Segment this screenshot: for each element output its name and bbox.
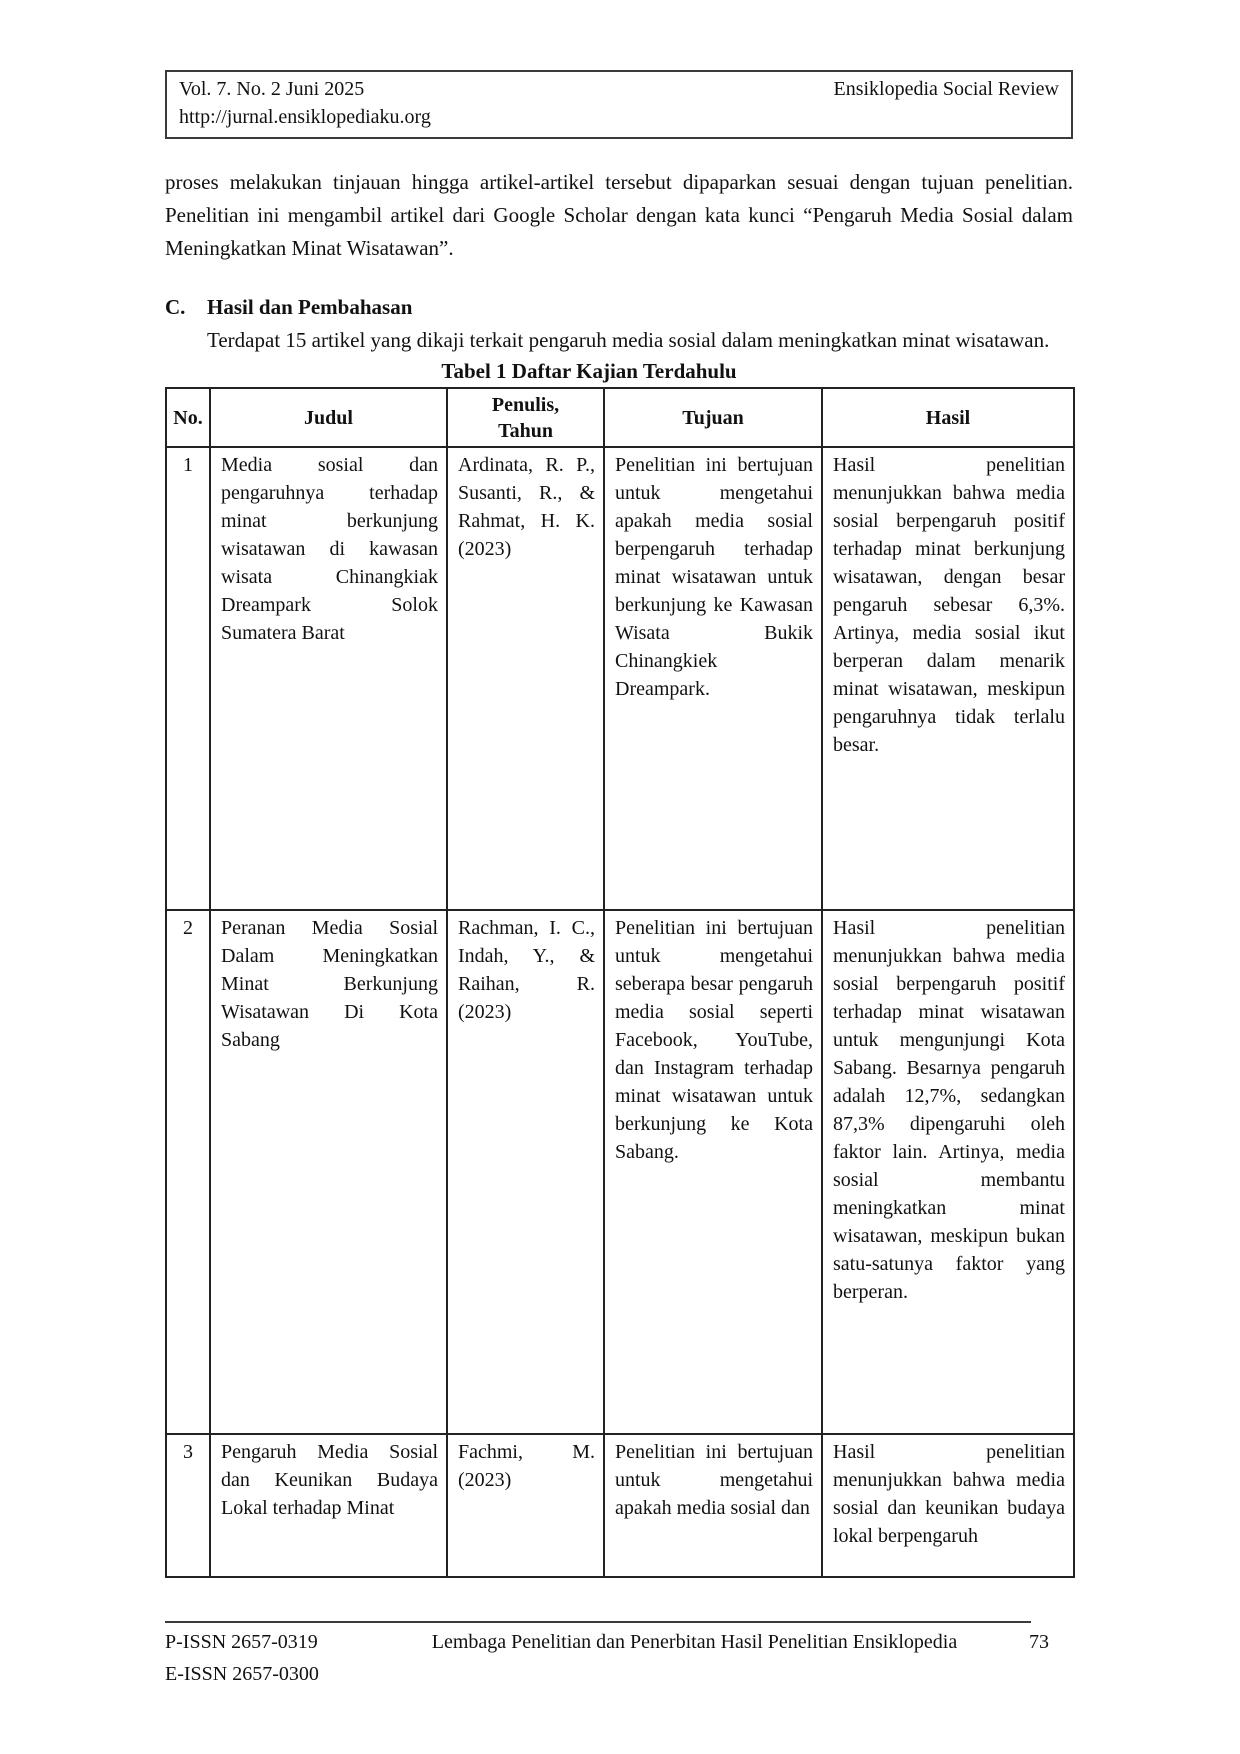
table-row: 1 Media sosial dan pengaruhnya terhadap … [165, 446, 1075, 911]
table-row: 3 Pengaruh Media Sosial dan Keunikan Bud… [165, 1433, 1075, 1578]
section-paragraph: Terdapat 15 artikel yang dikaji terkait … [207, 328, 1050, 352]
p-issn: P-ISSN 2657-0319 [165, 1631, 318, 1653]
journal-volume: Vol. 7. No. 2 Juni 2025 [179, 78, 365, 100]
column-header-judul: Judul [209, 387, 448, 448]
review-table: No. Judul Penulis, Tahun Tujuan Hasil 1 … [165, 387, 1075, 1578]
row-number-cell: 3 [165, 1433, 211, 1578]
page-footer: P-ISSN 2657-0319 Lembaga Penelitian dan … [165, 1621, 1073, 1690]
column-header-hasil: Hasil [821, 387, 1075, 448]
page-content: Vol. 7. No. 2 Juni 2025 Ensiklopedia Soc… [165, 70, 1075, 1578]
hasil-cell: Hasil penelitian menunjukkan bahwa media… [821, 1433, 1075, 1578]
table-header-row: No. Judul Penulis, Tahun Tujuan Hasil [165, 387, 1075, 448]
hasil-cell: Hasil penelitian menunjukkan bahwa media… [821, 909, 1075, 1435]
column-header-penulis-tahun: Penulis, Tahun [446, 387, 605, 448]
table-row: 2 Peranan Media Sosial Dalam Meningkatka… [165, 909, 1075, 1435]
penulis-cell: Rachman, I. C., Indah, Y., & Raihan, R. … [446, 909, 605, 1435]
column-header-tujuan: Tujuan [603, 387, 823, 448]
section-heading: C. Hasil dan Pembahasan [165, 291, 1073, 324]
judul-cell: Pengaruh Media Sosial dan Keunikan Buday… [209, 1433, 448, 1578]
penulis-cell: Fachmi, M. (2023) [446, 1433, 605, 1578]
journal-url: http://jurnal.ensiklopediaku.org [179, 106, 431, 128]
hasil-cell: Hasil penelitian menunjukkan bahwa media… [821, 446, 1075, 911]
judul-cell: Peranan Media Sosial Dalam Meningkatkan … [209, 909, 448, 1435]
footer-row-1: P-ISSN 2657-0319 Lembaga Penelitian dan … [165, 1626, 1049, 1658]
journal-name: Ensiklopedia Social Review [833, 78, 1059, 100]
judul-cell: Media sosial dan pengaruhnya terhadap mi… [209, 446, 448, 911]
publisher: Lembaga Penelitian dan Penerbitan Hasil … [431, 1631, 958, 1653]
e-issn: E-ISSN 2657-0300 [165, 1663, 319, 1685]
footer-rule [165, 1621, 1031, 1623]
column-header-no: No. [165, 387, 211, 448]
tujuan-cell: Penelitian ini bertujuan untuk mengetahu… [603, 909, 823, 1435]
penulis-cell: Ardinata, R. P., Susanti, R., & Rahmat, … [446, 446, 605, 911]
tujuan-cell: Penelitian ini bertujuan untuk mengetahu… [603, 446, 823, 911]
header-line-1: Vol. 7. No. 2 Juni 2025 Ensiklopedia Soc… [179, 75, 1059, 103]
section-title: Hasil dan Pembahasan [207, 295, 413, 319]
intro-paragraph: proses melakukan tinjauan hingga artikel… [165, 170, 1073, 260]
tujuan-cell: Penelitian ini bertujuan untuk mengetahu… [603, 1433, 823, 1578]
table-caption: Tabel 1 Daftar Kajian Terdahulu [441, 359, 737, 383]
page-header: Vol. 7. No. 2 Juni 2025 Ensiklopedia Soc… [165, 70, 1073, 139]
row-number-cell: 1 [165, 446, 211, 911]
page-number: 73 [1029, 1631, 1049, 1653]
row-number-cell: 2 [165, 909, 211, 1435]
section-label: C. [165, 295, 186, 319]
